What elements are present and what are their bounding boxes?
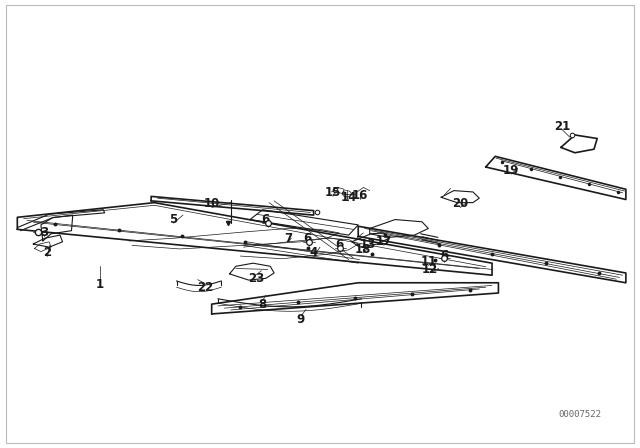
Text: 5: 5: [170, 213, 177, 226]
Text: 9: 9: [297, 313, 305, 326]
Text: 15: 15: [324, 186, 341, 199]
Text: 13: 13: [360, 238, 376, 251]
Text: 2: 2: [44, 246, 51, 259]
Text: 18: 18: [355, 243, 371, 256]
Text: 22: 22: [197, 281, 213, 294]
Text: 3: 3: [41, 226, 49, 239]
Text: 14: 14: [340, 191, 357, 204]
Text: 6: 6: [262, 213, 270, 226]
Text: 12: 12: [422, 263, 438, 276]
Text: 1: 1: [96, 278, 104, 291]
Text: 23: 23: [248, 272, 264, 285]
Text: 11: 11: [420, 255, 436, 268]
Text: 16: 16: [351, 189, 368, 202]
Text: 00007522: 00007522: [559, 410, 602, 419]
Text: 21: 21: [554, 120, 570, 133]
Text: 20: 20: [452, 198, 468, 211]
Text: 17: 17: [376, 235, 392, 248]
Text: 7: 7: [284, 232, 292, 245]
Text: 6: 6: [335, 237, 343, 250]
Text: 6: 6: [440, 249, 449, 262]
Text: 4: 4: [310, 246, 317, 259]
Text: 19: 19: [503, 164, 519, 177]
Text: 10: 10: [204, 198, 220, 211]
Text: 8: 8: [259, 297, 267, 310]
Text: 6: 6: [303, 232, 312, 245]
